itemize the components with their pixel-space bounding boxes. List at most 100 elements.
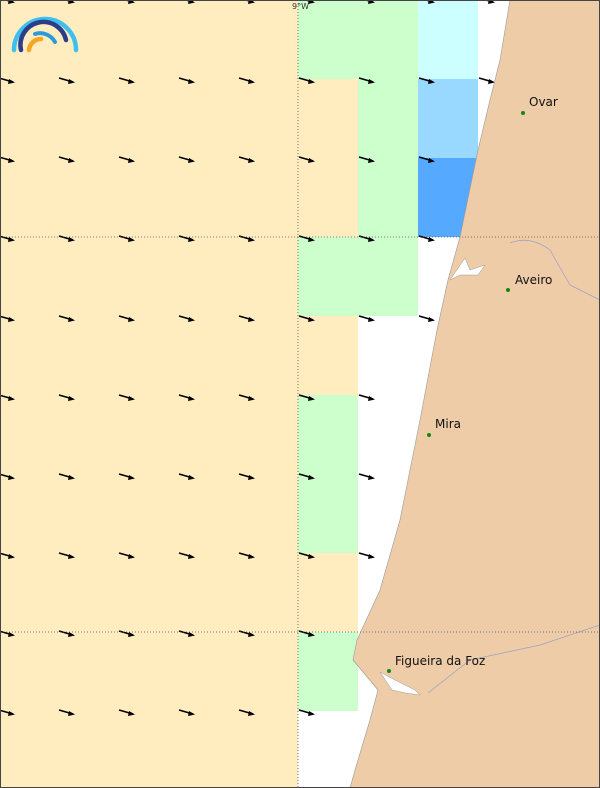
wind-arrow-head — [428, 158, 435, 163]
wind-arrow-head — [68, 317, 75, 322]
logo-icon — [33, 31, 57, 44]
longitude-label: 9°W — [292, 2, 309, 11]
wind-arrow-head — [8, 475, 15, 480]
cell-green — [358, 158, 418, 237]
wind-arrow-head — [368, 158, 375, 163]
cell-green — [298, 0, 358, 79]
wind-arrow-head — [128, 554, 135, 559]
wind-arrow-head — [308, 554, 315, 559]
wind-arrow-head — [8, 554, 15, 559]
logo-icon — [26, 36, 44, 53]
wind-arrow-head — [128, 317, 135, 322]
cell-sea — [358, 395, 418, 474]
wind-arrow-head — [8, 632, 15, 637]
city-dot — [427, 433, 431, 437]
wind-arrow-head — [188, 79, 195, 84]
river — [509, 239, 600, 301]
wind-arrow-head — [188, 396, 195, 401]
wind-arrow-head — [8, 396, 15, 401]
logo-icon — [18, 19, 69, 53]
cell-sea — [298, 711, 358, 788]
wind-arrow-head — [68, 396, 75, 401]
wind-arrow-head — [68, 711, 75, 716]
wind-arrow-head — [428, 317, 435, 322]
wind-arrow-head — [248, 475, 255, 480]
city-label-ovar: Ovar — [529, 95, 558, 109]
wind-arrow-head — [188, 237, 195, 242]
lagoon — [449, 257, 486, 281]
wind-arrow-head — [188, 317, 195, 322]
wind-arrow-head — [308, 475, 315, 480]
cell-beige — [298, 316, 358, 395]
wind-arrow-head — [308, 158, 315, 163]
river — [427, 624, 600, 694]
land — [349, 0, 600, 788]
cell-green — [298, 632, 358, 711]
wind-arrow-head — [68, 632, 75, 637]
cell-beige — [298, 79, 358, 158]
wind-arrow-head — [8, 158, 15, 163]
wind-arrow-head — [248, 158, 255, 163]
wind-arrow-head — [68, 158, 75, 163]
wind-arrow-head — [368, 475, 375, 480]
wind-arrow-head — [188, 158, 195, 163]
city-label-aveiro: Aveiro — [515, 273, 553, 287]
cell-beige — [0, 0, 298, 788]
wind-arrow-head — [128, 79, 135, 84]
wind-arrow-head — [308, 237, 315, 242]
city-label-figueira-da-foz: Figueira da Foz — [395, 654, 486, 668]
wind-arrow-head — [308, 711, 315, 716]
wind-arrow-head — [248, 237, 255, 242]
wind-arrow-head — [188, 632, 195, 637]
wind-arrow-head — [308, 396, 315, 401]
wind-arrow-head — [128, 396, 135, 401]
cell-green — [358, 0, 418, 79]
wind-arrow-head — [188, 554, 195, 559]
wind-arrow-head — [368, 237, 375, 242]
wind-arrow-head — [8, 711, 15, 716]
logo-icon — [11, 16, 79, 53]
wind-arrow-head — [248, 554, 255, 559]
wind-arrow-head — [368, 317, 375, 322]
city-dot — [506, 288, 510, 292]
cell-sea — [358, 316, 418, 395]
cell-beige — [298, 553, 358, 632]
wind-arrow-head — [308, 632, 315, 637]
wind-arrow-head — [188, 711, 195, 716]
wind-arrow-head — [308, 79, 315, 84]
wind-arrow-head — [368, 396, 375, 401]
cell-beige — [298, 158, 358, 237]
wind-arrow-head — [68, 475, 75, 480]
wind-arrow-head — [128, 158, 135, 163]
wind-arrow-head — [128, 632, 135, 637]
wind-arrow-head — [8, 237, 15, 242]
city-dot — [521, 111, 525, 115]
wind-arrow-head — [8, 317, 15, 322]
cell-green — [298, 395, 358, 474]
wind-arrow-head — [128, 475, 135, 480]
wind-arrow-head — [68, 79, 75, 84]
wind-arrow-head — [8, 79, 15, 84]
wind-arrow-head — [248, 711, 255, 716]
wind-arrow-head — [188, 475, 195, 480]
wind-arrow-head — [428, 237, 435, 242]
wind-arrow-head — [488, 79, 495, 84]
cell-green — [358, 79, 418, 158]
cell-green — [298, 474, 358, 553]
city-dot — [387, 669, 391, 673]
city-label-mira: Mira — [435, 417, 461, 431]
cell-green — [298, 237, 358, 316]
estuary — [379, 671, 421, 696]
wind-arrow-head — [428, 79, 435, 84]
wind-arrow-head — [368, 554, 375, 559]
wind-arrow-head — [248, 317, 255, 322]
wind-arrow-head — [308, 317, 315, 322]
cell-lightblue — [418, 79, 478, 158]
wind-arrow-head — [248, 632, 255, 637]
wind-arrow-head — [248, 79, 255, 84]
cell-green — [358, 237, 418, 316]
wind-arrow-head — [128, 237, 135, 242]
wind-arrow-head — [248, 396, 255, 401]
